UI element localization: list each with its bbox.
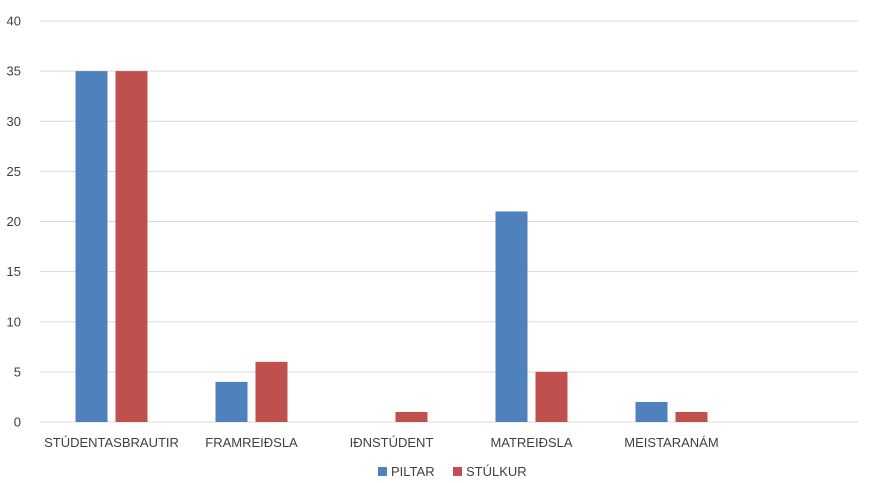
x-category-label: MATREIÐSLA [490, 435, 572, 450]
bar-stúlkur-3 [535, 371, 568, 422]
y-tick-label: 30 [7, 114, 21, 129]
y-tick-label: 35 [7, 64, 21, 79]
x-axis-labels: STÚDENTASBRAUTIR FRAMREIÐSLA IÐNSTÚDENT MAT… [44, 435, 719, 450]
y-tick-label: 10 [7, 314, 21, 329]
legend-swatch-stúlkur [453, 467, 462, 476]
y-tick-label: 40 [7, 14, 21, 29]
y-tick-label: 20 [7, 214, 21, 229]
legend-swatch-piltar [378, 467, 387, 476]
bar-piltar-0 [75, 71, 108, 422]
y-tick-label: 25 [7, 164, 21, 179]
y-axis-ticks: 0 5 10 15 20 25 30 35 40 [7, 14, 21, 430]
legend-label: PILTAR [391, 464, 435, 479]
bars [75, 71, 708, 422]
y-tick-label: 0 [14, 415, 21, 430]
bar-stúlkur-4 [675, 411, 708, 422]
y-tick-label: 15 [7, 264, 21, 279]
bar-piltar-4 [635, 401, 668, 422]
x-category-label: IÐNSTÚDENT [350, 435, 434, 450]
x-category-label: MEISTARANÁM [624, 435, 718, 450]
x-category-label: STÚDENTASBRAUTIR [44, 435, 179, 450]
y-tick-label: 5 [14, 364, 21, 379]
gridlines [40, 20, 858, 423]
bar-piltar-3 [495, 211, 528, 422]
legend: PILTAR STÚLKUR [378, 464, 527, 479]
bar-stúlkur-1 [255, 361, 288, 422]
legend-label: STÚLKUR [466, 464, 527, 479]
bar-stúlkur-0 [115, 71, 148, 422]
bar-piltar-1 [215, 381, 248, 422]
bar-stúlkur-2 [395, 411, 428, 422]
x-category-label: FRAMREIÐSLA [205, 435, 298, 450]
